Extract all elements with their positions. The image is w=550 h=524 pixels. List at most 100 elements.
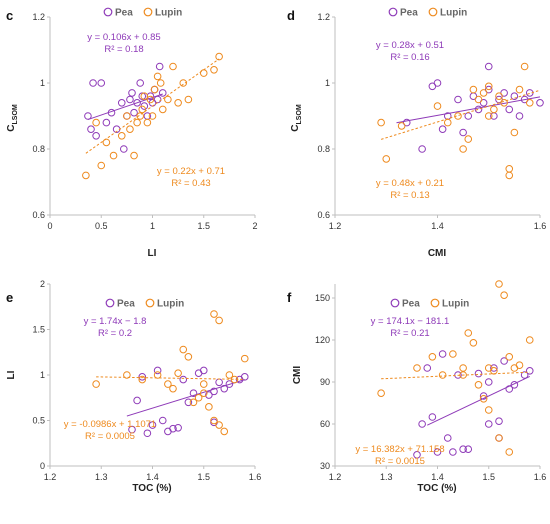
data-point	[210, 416, 218, 425]
data-point	[377, 389, 385, 398]
x-tick-label: 1.2	[329, 472, 342, 482]
data-point	[199, 389, 208, 398]
legend-marker-pea	[390, 298, 400, 308]
series-pea: y = 174.1x − 181.1R² = 0.21	[371, 316, 534, 459]
data-point	[82, 171, 90, 180]
data-point	[133, 118, 141, 127]
data-point	[179, 345, 188, 354]
data-point	[174, 99, 182, 107]
data-point	[484, 406, 493, 414]
r-squared-label: R² = 0.21	[390, 328, 429, 339]
data-point	[449, 448, 457, 456]
data-point	[438, 371, 447, 379]
data-point	[205, 403, 213, 411]
data-point	[153, 366, 162, 375]
data-point	[126, 95, 134, 104]
data-point	[215, 316, 223, 325]
data-point	[140, 92, 149, 100]
data-point	[449, 350, 457, 358]
trend-equation: y = 16.382x + 71.158	[355, 444, 444, 455]
data-point	[433, 79, 442, 87]
y-tick-label: 1	[40, 78, 45, 88]
data-point	[153, 72, 162, 81]
data-point	[459, 364, 467, 372]
trend-equation: y = 174.1x − 181.1	[371, 316, 450, 327]
data-point	[464, 445, 473, 454]
r-squared-label: R² = 0.2	[98, 328, 132, 339]
trendline	[396, 96, 541, 124]
data-point	[484, 82, 493, 91]
y-axis-label: LI	[6, 370, 17, 379]
data-point	[153, 95, 162, 104]
legend-label-lupin: Lupin	[157, 299, 184, 310]
data-point	[443, 434, 452, 442]
data-point	[184, 398, 193, 407]
legend-marker-pea	[105, 298, 115, 308]
data-point	[128, 89, 136, 97]
x-axis-label: LI	[148, 248, 157, 259]
data-point	[413, 451, 421, 459]
data-point	[89, 79, 97, 87]
data-point	[146, 95, 155, 104]
data-point	[194, 393, 203, 402]
data-point	[520, 371, 529, 379]
data-point	[210, 310, 218, 318]
x-tick-label: 1.3	[95, 472, 108, 482]
data-point	[130, 108, 138, 117]
data-point	[505, 165, 514, 173]
data-point	[123, 371, 131, 379]
trendline	[85, 58, 220, 154]
legend-marker-lupin	[143, 7, 153, 17]
data-point	[474, 369, 483, 378]
legend-label-pea: Pea	[115, 8, 133, 19]
data-point	[164, 380, 172, 388]
data-point	[174, 423, 182, 432]
x-tick-label: 1.6	[534, 221, 547, 231]
r-squared-label: R² = 0.16	[390, 52, 429, 63]
data-point	[495, 417, 503, 426]
data-point	[205, 391, 213, 399]
y-tick-label: 90	[320, 377, 330, 387]
data-point	[148, 112, 157, 120]
chart-panel-f: 1.2 1.3 1.4 1.5 1.6 30 60 90 120 150 f TOC (%) CMI y …	[287, 280, 546, 494]
data-point	[123, 112, 131, 120]
y-tick-label: 0.8	[32, 144, 45, 154]
x-tick-label: 1.2	[44, 472, 57, 482]
data-point	[525, 336, 534, 344]
x-tick-label: 1.3	[380, 472, 393, 482]
data-point	[505, 171, 514, 180]
data-point	[510, 128, 519, 137]
trendline	[126, 379, 245, 417]
r-squared-label: R² = 0.18	[104, 44, 143, 55]
data-point	[199, 366, 208, 375]
data-point	[510, 92, 519, 100]
data-point	[525, 99, 534, 107]
x-tick-label: 2	[252, 221, 257, 231]
data-point	[438, 350, 447, 358]
data-point	[220, 427, 229, 436]
y-tick-label: 150	[315, 293, 330, 303]
data-point	[484, 378, 493, 386]
x-tick-label: 1.5	[197, 221, 210, 231]
data-point	[438, 125, 447, 133]
y-axis-label: CLSOM	[6, 104, 19, 132]
y-tick-label: 1.5	[32, 325, 45, 335]
data-point	[240, 354, 249, 363]
legend-label-lupin: Lupin	[442, 299, 469, 310]
trendline	[427, 375, 530, 426]
data-point	[210, 387, 218, 396]
data-point	[464, 135, 473, 143]
data-point	[454, 95, 462, 104]
data-point	[138, 375, 147, 384]
data-point	[128, 425, 136, 434]
data-point	[92, 118, 100, 127]
x-tick-label: 1.5	[197, 472, 210, 482]
data-point	[92, 132, 100, 140]
data-point	[464, 329, 473, 337]
data-point	[220, 384, 229, 393]
data-point	[459, 445, 467, 454]
data-point	[484, 62, 493, 71]
